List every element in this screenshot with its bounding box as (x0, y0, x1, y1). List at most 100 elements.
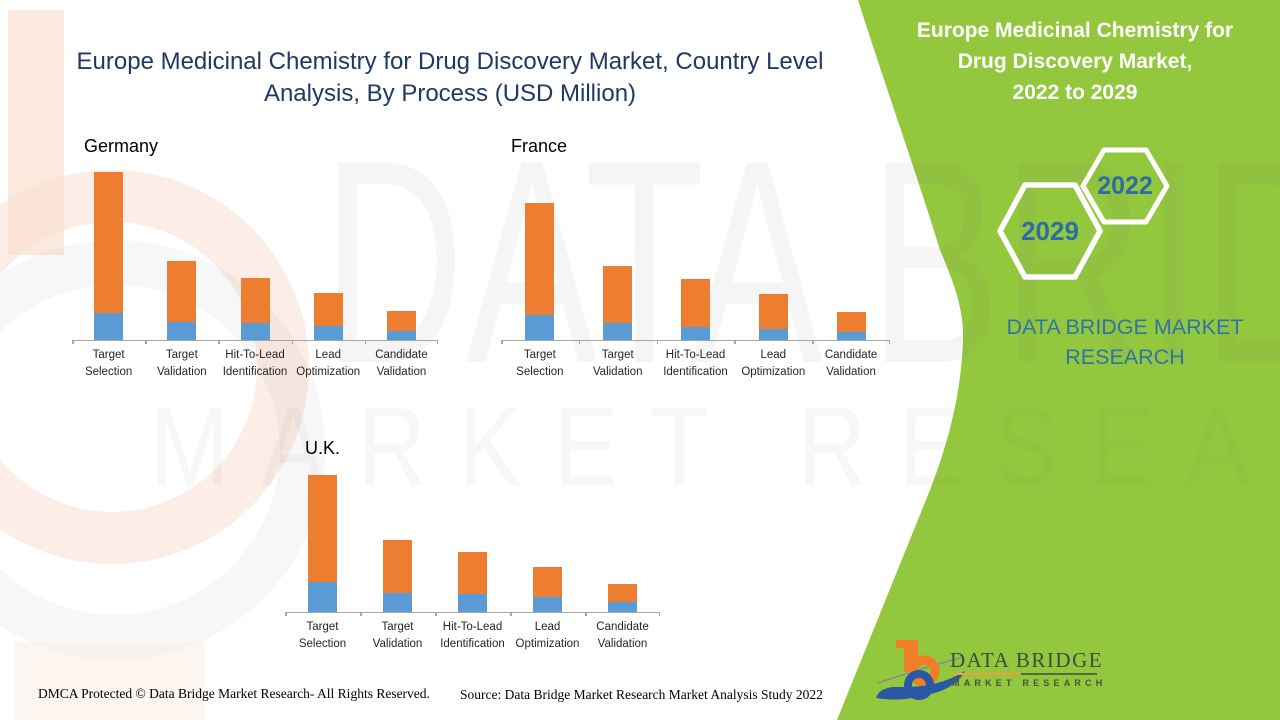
chart-germany: Germany Target Selection Target Validatio… (72, 136, 438, 378)
bar-segment (167, 322, 197, 340)
axis-tick (364, 340, 367, 344)
bar-segment (681, 327, 710, 340)
stacked-bar-target-validation (167, 261, 197, 340)
stacked-bar-lead-optimization (533, 567, 562, 612)
bar-segment (533, 567, 562, 597)
axis-tick (510, 612, 512, 616)
hexagon-2029 (997, 182, 1103, 280)
category-label: Lead Optimization (741, 349, 806, 378)
axis-tick (501, 340, 503, 344)
axis-tick (656, 340, 659, 344)
category-label: Target Selection (298, 621, 347, 650)
stacked-bar-hit-to-lead-identification (681, 279, 710, 340)
bar-segment (608, 584, 637, 602)
stacked-bar-hit-to-lead-identification (458, 552, 487, 612)
stacked-bar-candidate-validation (608, 584, 637, 612)
bar-segment (94, 172, 124, 313)
logo-d-bowl (904, 670, 934, 700)
axis-tick (585, 612, 587, 616)
stacked-bar-target-selection (525, 203, 555, 340)
source-note: Source: Data Bridge Market Research Mark… (460, 687, 823, 702)
logo-underline (951, 673, 1097, 675)
bar-segment (167, 261, 197, 322)
axis-tick (285, 612, 287, 616)
category-label: Hit-To-Lead Identification (440, 621, 505, 650)
bar-segment (383, 593, 412, 612)
category-label: Candidate Validation (375, 349, 428, 378)
bar-segment (458, 594, 487, 612)
category-labels: Target Selection Target Validation Hit-To-… (501, 347, 890, 381)
plot-area (501, 168, 890, 344)
bar-segment (758, 294, 788, 329)
bar-segment (240, 278, 270, 323)
chart-title-uk: U.K. (305, 438, 341, 458)
category-label: Candidate Validation (824, 349, 878, 378)
category-label: Target Validation (372, 621, 423, 650)
bar-segment (608, 602, 637, 612)
side-panel-title: Europe Medicinal Chemistry for Drug Disc… (900, 15, 1250, 108)
side-panel-title-line3: 2022 to 2029 (1012, 81, 1138, 104)
page-title: Europe Medicinal Chemistry for Drug Disc… (45, 46, 855, 110)
stacked-bar-target-selection (94, 172, 124, 340)
axis-tick (291, 340, 294, 344)
stacked-bar-lead-optimization (758, 294, 788, 340)
bar-segment (313, 326, 343, 340)
bar-segment (386, 311, 416, 331)
axis-tick (218, 340, 220, 344)
dmca-notice: DMCA Protected © Data Bridge Market Rese… (38, 686, 430, 701)
category-label: Lead Optimization (515, 621, 580, 650)
category-labels: Target Selection Target Validation Hit-To-… (72, 347, 438, 381)
bar-segment (603, 266, 633, 323)
category-label: Lead Optimization (296, 349, 361, 378)
axis-tick (888, 340, 890, 344)
axis-tick (436, 340, 438, 344)
hexagon-2022-label: 2022 (1097, 172, 1153, 200)
axis-tick (812, 340, 814, 344)
logo-b-stem (896, 640, 918, 672)
stacked-bar-lead-optimization (313, 293, 343, 340)
stacked-bar-target-validation (383, 540, 412, 612)
brand-wordmark: DATA BRIDGE MARKET RESEARCH (1006, 315, 1244, 369)
category-label: Hit-To-Lead Identification (663, 349, 728, 378)
logo-tagline-text: MARKET RESEARCH (952, 678, 1107, 688)
axis-tick (145, 340, 147, 344)
chart-uk: U.K. Target Selection Target Validation Hi… (285, 438, 660, 658)
page-title-line2: Analysis, By Process (USD Million) (263, 80, 637, 107)
axis-tick (658, 612, 660, 616)
side-panel-title-line1: Europe Medicinal Chemistry for (916, 19, 1234, 42)
bar-segment (836, 332, 866, 340)
axis-tick (72, 340, 74, 344)
plot-area (72, 168, 438, 344)
logo-name-text: DATA BRIDGE (950, 648, 1104, 672)
stacked-bar-hit-to-lead-identification (240, 278, 270, 340)
bar-segment (836, 312, 866, 332)
logo-b-bowl (908, 655, 940, 687)
bar-segment (525, 315, 555, 340)
stacked-bar-candidate-validation (836, 312, 866, 340)
side-panel-title-line2: Drug Discovery Market, (957, 50, 1193, 73)
chart-title-france: France (511, 136, 568, 156)
hexagon-2029-label: 2029 (1021, 216, 1079, 246)
category-label: Target Selection (516, 349, 564, 378)
bar-segment (308, 475, 337, 582)
category-label: Target Validation (592, 349, 643, 378)
stacked-bar-target-selection (308, 475, 337, 612)
hexagon-2022 (1080, 147, 1170, 225)
stacked-bar-target-validation (603, 266, 633, 340)
axis-tick (734, 340, 736, 344)
bar-segment (240, 323, 270, 340)
stacked-bar-candidate-validation (386, 311, 416, 340)
axis-tick (360, 612, 362, 616)
bar-segment (758, 329, 788, 340)
axis-tick (435, 612, 437, 616)
bar-segment (458, 552, 487, 594)
bar-segment (603, 323, 633, 340)
category-label: Target Validation (156, 349, 207, 378)
bar-segment (533, 597, 562, 612)
bar-segment (525, 203, 555, 315)
bar-segment (313, 293, 343, 326)
chart-title-germany: Germany (84, 136, 159, 156)
page-title-line1: Europe Medicinal Chemistry for Drug Disc… (76, 48, 824, 75)
category-label: Target Selection (84, 349, 133, 378)
